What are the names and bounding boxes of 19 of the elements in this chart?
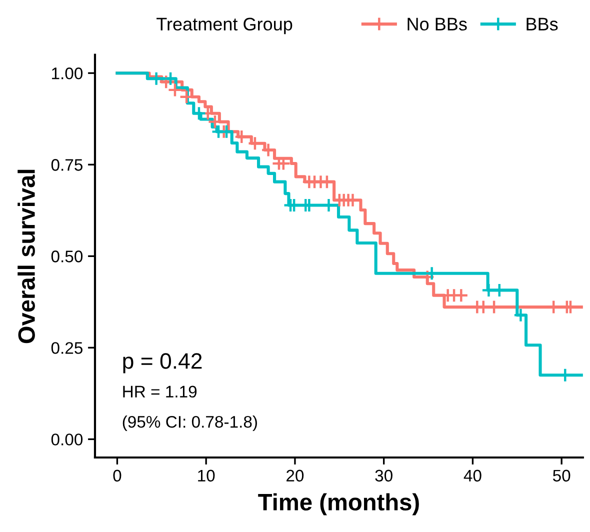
x-tick-label: 0 xyxy=(113,470,122,482)
x-tick-label: 10 xyxy=(198,470,215,482)
y-tick-label: 0.75 xyxy=(51,159,82,171)
y-tick-label: 0.50 xyxy=(51,250,83,262)
x-tick-label: 40 xyxy=(464,470,482,482)
x-tick-label: 30 xyxy=(375,470,392,482)
y-tick-label: 0.00 xyxy=(51,434,83,446)
x-tick-label: 20 xyxy=(286,470,304,482)
y-tick-label: 0.25 xyxy=(51,342,82,354)
x-axis-title: Time (months) xyxy=(258,493,419,516)
legend-label: No BBs xyxy=(408,18,467,31)
legend-label: BBs xyxy=(526,18,558,31)
y-axis-title: Overall survival xyxy=(18,170,35,344)
x-tick-label: 50 xyxy=(552,470,570,482)
legend-title: Treatment Group xyxy=(156,18,292,34)
annotation: (95% CI: 0.78-1.8) xyxy=(122,416,257,432)
y-tick-label: 1.00 xyxy=(52,68,83,80)
annotation: HR = 1.19 xyxy=(123,386,197,398)
annotation: p = 0.42 xyxy=(123,353,202,374)
